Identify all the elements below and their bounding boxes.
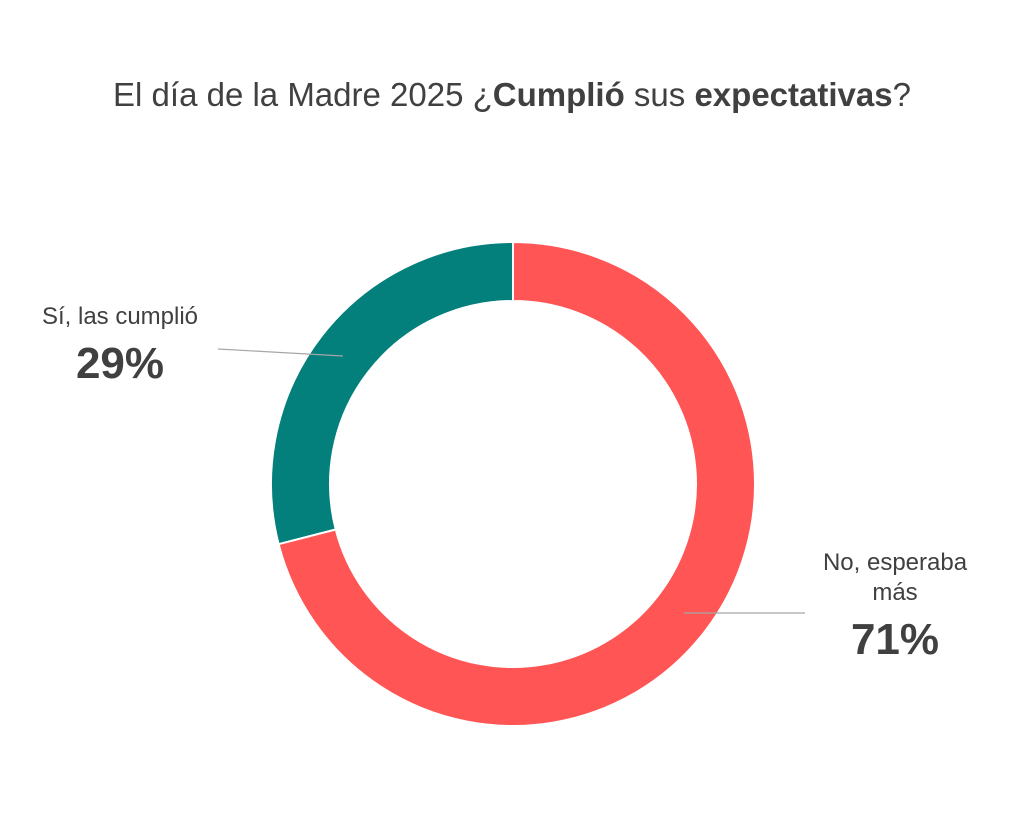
chart-title: El día de la Madre 2025 ¿Cumplió sus exp… xyxy=(0,76,1024,114)
leader-line-0 xyxy=(217,348,344,357)
data-label-no: No, esperaba más 71% xyxy=(790,548,1000,666)
data-label-name: No, esperaba más xyxy=(822,549,968,606)
data-label-name: Sí, las cumplió xyxy=(41,303,199,330)
title-part-bold: expectativas xyxy=(694,76,893,113)
data-label-value: 71% xyxy=(850,615,940,664)
title-part: ? xyxy=(892,76,911,113)
data-label-si: Sí, las cumplió 29% xyxy=(15,302,225,390)
title-part: El día de la Madre 2025 ¿ xyxy=(113,76,493,113)
data-label-value: 29% xyxy=(75,339,165,388)
title-part: sus xyxy=(624,76,695,113)
donut-slice-1 xyxy=(277,240,756,727)
donut-slice-0 xyxy=(270,240,514,546)
title-part-bold: Cumplió xyxy=(492,76,625,113)
